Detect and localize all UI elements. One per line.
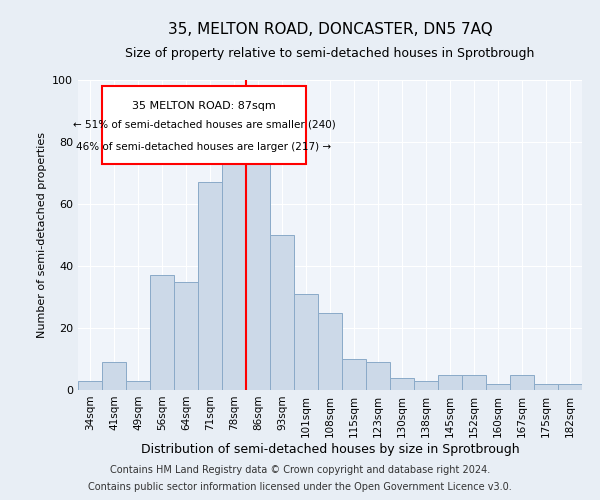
- Bar: [366, 362, 390, 390]
- Text: Contains HM Land Registry data © Crown copyright and database right 2024.: Contains HM Land Registry data © Crown c…: [110, 465, 490, 475]
- Bar: [390, 378, 414, 390]
- Text: Size of property relative to semi-detached houses in Sprotbrough: Size of property relative to semi-detach…: [125, 48, 535, 60]
- Bar: [438, 374, 462, 390]
- Bar: [270, 235, 294, 390]
- Bar: [510, 374, 534, 390]
- Bar: [534, 384, 558, 390]
- Bar: [174, 282, 198, 390]
- Text: Contains public sector information licensed under the Open Government Licence v3: Contains public sector information licen…: [88, 482, 512, 492]
- Y-axis label: Number of semi-detached properties: Number of semi-detached properties: [37, 132, 47, 338]
- Text: ← 51% of semi-detached houses are smaller (240): ← 51% of semi-detached houses are smalle…: [73, 120, 335, 130]
- Bar: [558, 384, 582, 390]
- Bar: [150, 276, 174, 390]
- Bar: [78, 380, 102, 390]
- Bar: [462, 374, 486, 390]
- Bar: [222, 124, 246, 390]
- Text: 46% of semi-detached houses are larger (217) →: 46% of semi-detached houses are larger (…: [76, 142, 332, 152]
- Bar: [294, 294, 318, 390]
- Bar: [246, 132, 270, 390]
- FancyBboxPatch shape: [102, 86, 306, 164]
- Bar: [198, 182, 222, 390]
- Bar: [126, 380, 150, 390]
- Bar: [486, 384, 510, 390]
- Bar: [342, 359, 366, 390]
- Bar: [414, 380, 438, 390]
- Text: 35 MELTON ROAD: 87sqm: 35 MELTON ROAD: 87sqm: [132, 100, 276, 110]
- Text: 35, MELTON ROAD, DONCASTER, DN5 7AQ: 35, MELTON ROAD, DONCASTER, DN5 7AQ: [167, 22, 493, 38]
- Bar: [318, 312, 342, 390]
- Text: Distribution of semi-detached houses by size in Sprotbrough: Distribution of semi-detached houses by …: [140, 442, 520, 456]
- Bar: [102, 362, 126, 390]
